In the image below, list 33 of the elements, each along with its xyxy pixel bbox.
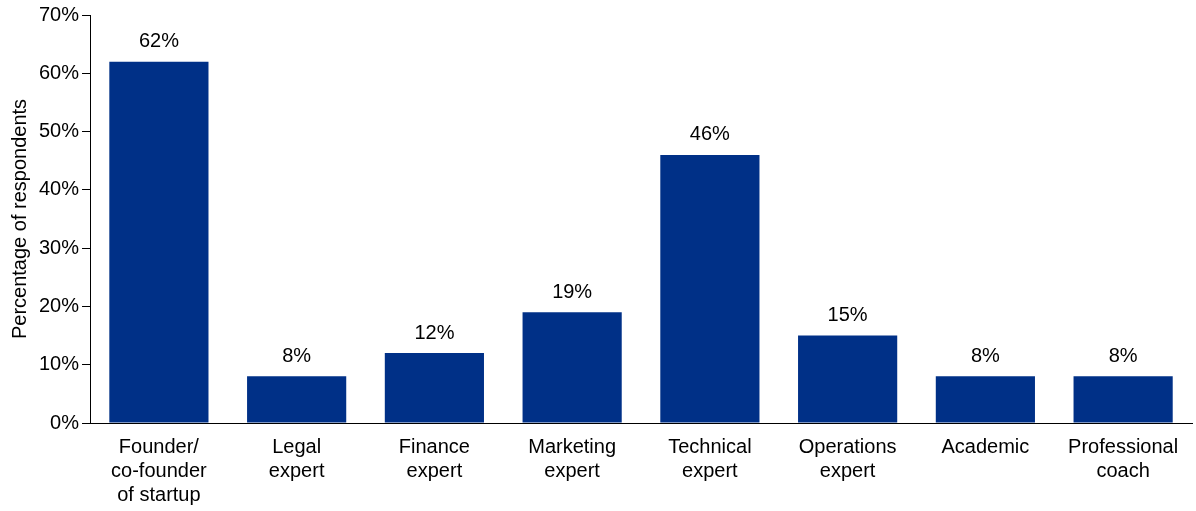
bar xyxy=(247,376,347,423)
x-tick-label: Marketing expert xyxy=(528,434,617,481)
y-axis-title: Percentage of respondents xyxy=(7,98,30,340)
bar xyxy=(1073,376,1173,423)
y-tick-label: 30% xyxy=(39,235,80,258)
y-tick-label: 60% xyxy=(39,60,80,83)
y-tick-label: 40% xyxy=(39,177,80,200)
data-label: 62% xyxy=(138,29,180,52)
y-tick-label: 0% xyxy=(50,410,80,433)
x-tick-label: Professional coach xyxy=(1068,434,1179,481)
x-tick-label: Finance expert xyxy=(398,434,470,481)
data-label: 8% xyxy=(282,343,312,366)
y-tick-label: 70% xyxy=(39,2,80,25)
y-tick-label: 50% xyxy=(39,119,80,142)
data-label: 19% xyxy=(552,279,593,302)
x-tick-label: Operations expert xyxy=(798,434,897,481)
data-label: 8% xyxy=(970,343,1001,366)
bar xyxy=(798,335,898,423)
x-tick-label: Academic xyxy=(941,434,1030,457)
x-tick-label: Founder/ co-founder of startup xyxy=(111,434,208,505)
data-label: 12% xyxy=(414,320,455,343)
x-tick-label: Technical expert xyxy=(668,434,752,481)
data-label: 8% xyxy=(1108,343,1138,366)
bar xyxy=(660,154,760,423)
x-tick-label: Legal expert xyxy=(268,434,325,481)
bar xyxy=(935,376,1035,423)
data-label: 15% xyxy=(827,303,868,326)
data-label: 46% xyxy=(689,122,731,145)
bar xyxy=(109,61,209,423)
bar xyxy=(384,353,484,423)
y-tick-label: 20% xyxy=(39,293,80,316)
bar xyxy=(522,312,622,423)
y-tick-label: 10% xyxy=(39,352,80,375)
